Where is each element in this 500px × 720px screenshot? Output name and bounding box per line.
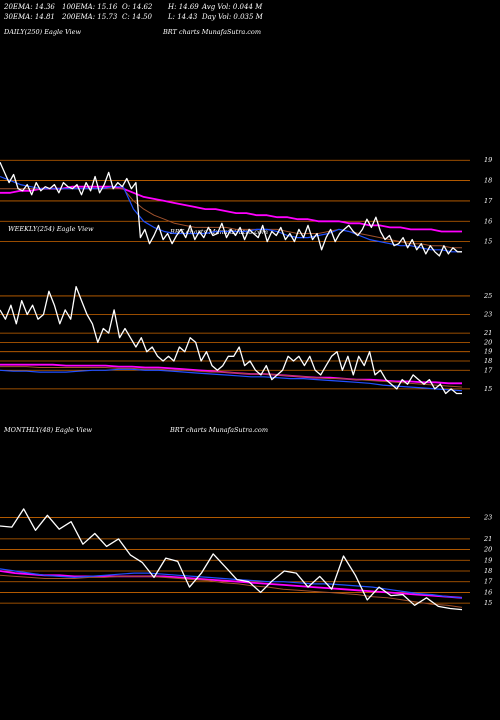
header-open: O: 14.62 — [122, 3, 153, 11]
header-100ema: 100EMA: 15.16 — [62, 3, 118, 11]
weekly-ema-fast-line — [0, 368, 463, 392]
daily-ema-mid-line — [0, 188, 462, 249]
weekly-tick-label: 18 — [484, 357, 492, 365]
daily-ema-slow-line — [0, 185, 462, 233]
monthly-tick-label: 16 — [484, 588, 492, 596]
weekly-tick-label: 23 — [483, 311, 492, 319]
header-close: C: 14.50 — [122, 13, 152, 21]
monthly-tick-label: 19 — [484, 556, 492, 564]
monthly-tick-label: 23 — [483, 513, 492, 521]
header-high: H: 14.69 — [168, 3, 199, 11]
monthly-ema-fast-line — [0, 568, 463, 599]
header-20ema: 20EMA: 14.36 — [4, 3, 55, 11]
header-day-vol: Day Vol: 0.035 M — [202, 13, 263, 21]
daily-tick-label: 19 — [484, 156, 492, 164]
monthly-panel: 23 21 20 19 18 17 16 15 — [0, 508, 493, 611]
weekly-tick-label: 21 — [483, 329, 492, 337]
daily-panel-label: DAILY(250) Eagle View — [4, 28, 82, 36]
daily-tick-label: 18 — [484, 177, 492, 185]
monthly-ema-mid-line — [0, 574, 463, 608]
monthly-tick-label: 18 — [484, 567, 492, 575]
daily-panel: 19 18 17 16 15 — [0, 156, 493, 257]
daily-tick-label: 17 — [484, 197, 493, 205]
monthly-tick-label: 15 — [484, 599, 492, 607]
monthly-panel-label: MONTHLY(48) Eagle View — [4, 426, 93, 434]
weekly-tick-label: 15 — [484, 385, 492, 393]
weekly-tick-label: 25 — [483, 292, 492, 300]
weekly-tick-label: 17 — [484, 366, 493, 374]
header-low: L: 14.43 — [168, 13, 198, 21]
monthly-tick-label: 21 — [483, 535, 492, 543]
header-30ema: 30EMA: 14.81 — [4, 13, 55, 21]
daily-tick-label: 16 — [484, 217, 492, 225]
monthly-tick-label: 20 — [483, 546, 492, 554]
weekly-tick-label: 20 — [483, 338, 492, 346]
monthly-site-label: BRT charts MunafaSutra.com — [170, 426, 268, 434]
weekly-panel-label: WEEKLY(254) Eagle View — [8, 225, 94, 233]
weekly-price-line — [0, 285, 462, 395]
monthly-tick-label: 17 — [484, 578, 493, 586]
daily-site-label: BRT charts MunafaSutra.com — [163, 28, 261, 36]
header-avg-vol: Avg Vol: 0.044 M — [202, 3, 263, 11]
header-200ema: 200EMA: 15.73 — [62, 13, 118, 21]
daily-tick-label: 15 — [484, 238, 492, 246]
monthly-ema-slow-line — [0, 570, 463, 599]
monthly-price-line — [0, 508, 463, 611]
daily-ema-fast-line — [0, 175, 462, 253]
weekly-ema-mid-line — [0, 366, 463, 388]
daily-price-line — [0, 162, 462, 257]
weekly-tick-label: 19 — [484, 348, 492, 356]
